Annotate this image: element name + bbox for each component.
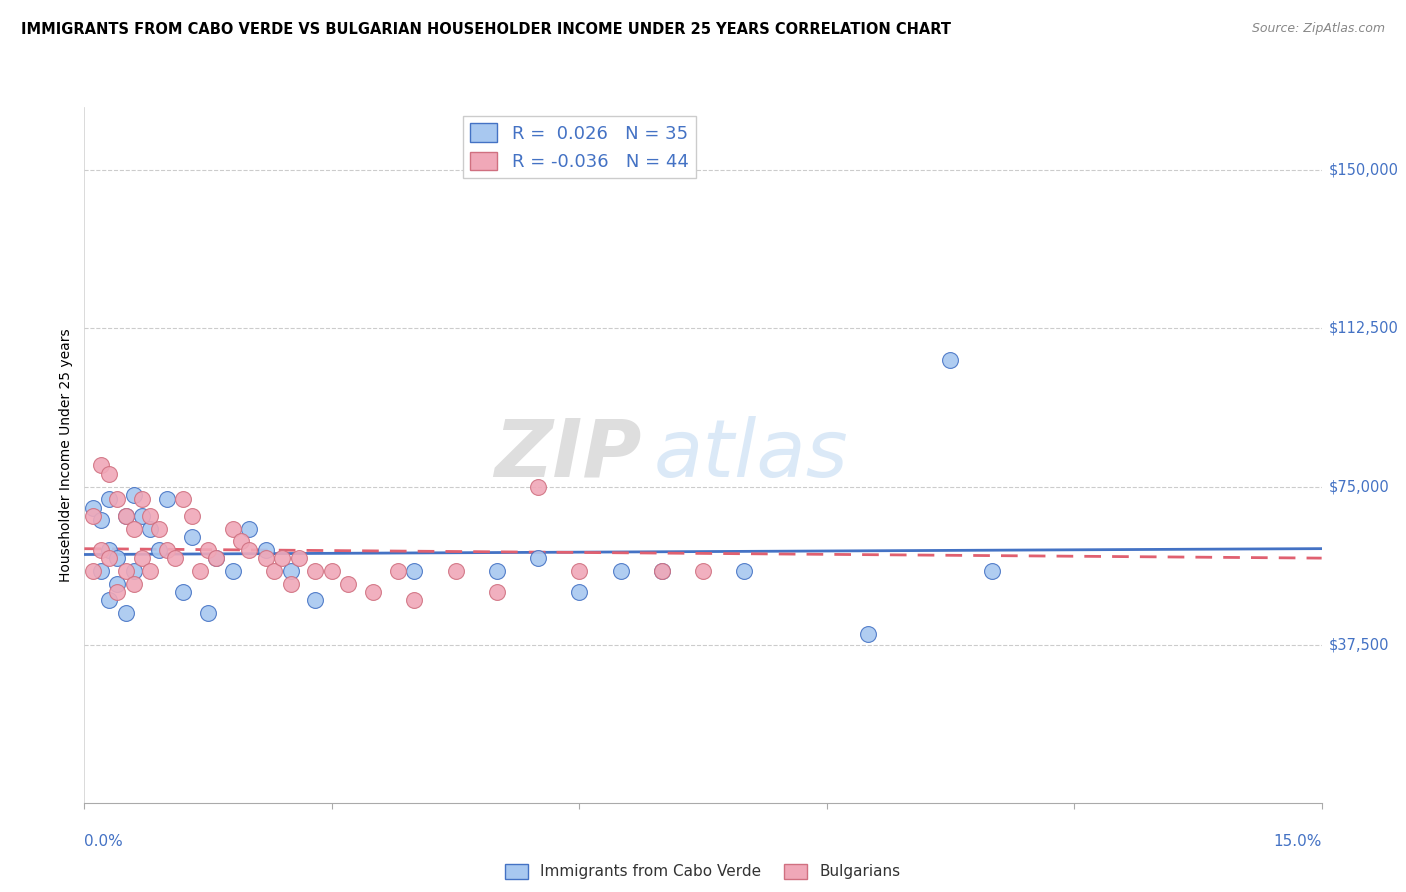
Point	[98, 593, 121, 607]
Text: ZIP: ZIP	[494, 416, 641, 494]
Point	[114, 509, 136, 524]
Point	[114, 606, 136, 620]
Point	[148, 542, 170, 557]
Point	[82, 564, 104, 578]
Point	[197, 542, 219, 557]
Point	[568, 585, 591, 599]
Point	[156, 542, 179, 557]
Text: 15.0%: 15.0%	[1274, 834, 1322, 849]
Point	[254, 551, 277, 566]
Point	[651, 564, 673, 578]
Point	[165, 551, 187, 566]
Point	[114, 564, 136, 578]
Y-axis label: Householder Income Under 25 years: Householder Income Under 25 years	[59, 328, 73, 582]
Point	[180, 530, 202, 544]
Point	[205, 551, 228, 566]
Point	[122, 488, 145, 502]
Point	[271, 551, 294, 566]
Point	[98, 492, 121, 507]
Point	[263, 564, 285, 578]
Point	[238, 542, 260, 557]
Point	[98, 551, 121, 566]
Point	[188, 564, 211, 578]
Point	[254, 542, 277, 557]
Point	[122, 576, 145, 591]
Point	[404, 564, 426, 578]
Point	[280, 564, 302, 578]
Text: atlas: atlas	[654, 416, 848, 494]
Point	[939, 353, 962, 368]
Point	[139, 522, 162, 536]
Text: Source: ZipAtlas.com: Source: ZipAtlas.com	[1251, 22, 1385, 36]
Point	[651, 564, 673, 578]
Text: 0.0%: 0.0%	[84, 834, 124, 849]
Point	[280, 576, 302, 591]
Text: $150,000: $150,000	[1329, 163, 1399, 178]
Point	[980, 564, 1002, 578]
Point	[197, 606, 219, 620]
Point	[485, 564, 508, 578]
Point	[82, 500, 104, 515]
Point	[90, 564, 112, 578]
Point	[139, 509, 162, 524]
Point	[131, 492, 153, 507]
Point	[288, 551, 311, 566]
Point	[156, 492, 179, 507]
Point	[404, 593, 426, 607]
Point	[122, 522, 145, 536]
Point	[387, 564, 409, 578]
Point	[304, 593, 326, 607]
Point	[172, 585, 194, 599]
Point	[304, 564, 326, 578]
Point	[98, 542, 121, 557]
Point	[148, 522, 170, 536]
Point	[105, 551, 128, 566]
Point	[444, 564, 467, 578]
Point	[131, 551, 153, 566]
Point	[229, 534, 252, 549]
Point	[361, 585, 384, 599]
Point	[733, 564, 755, 578]
Point	[238, 522, 260, 536]
Point	[856, 627, 879, 641]
Point	[105, 492, 128, 507]
Point	[568, 564, 591, 578]
Point	[321, 564, 343, 578]
Point	[90, 458, 112, 473]
Point	[90, 542, 112, 557]
Legend: Immigrants from Cabo Verde, Bulgarians: Immigrants from Cabo Verde, Bulgarians	[499, 857, 907, 886]
Point	[114, 509, 136, 524]
Point	[98, 467, 121, 481]
Point	[82, 509, 104, 524]
Point	[139, 564, 162, 578]
Point	[222, 522, 245, 536]
Text: $37,500: $37,500	[1329, 637, 1389, 652]
Text: $112,500: $112,500	[1329, 321, 1399, 336]
Point	[527, 551, 550, 566]
Point	[609, 564, 631, 578]
Point	[122, 564, 145, 578]
Point	[222, 564, 245, 578]
Point	[105, 576, 128, 591]
Point	[485, 585, 508, 599]
Point	[337, 576, 360, 591]
Point	[180, 509, 202, 524]
Point	[172, 492, 194, 507]
Point	[131, 509, 153, 524]
Point	[205, 551, 228, 566]
Text: IMMIGRANTS FROM CABO VERDE VS BULGARIAN HOUSEHOLDER INCOME UNDER 25 YEARS CORREL: IMMIGRANTS FROM CABO VERDE VS BULGARIAN …	[21, 22, 950, 37]
Point	[90, 513, 112, 527]
Point	[527, 479, 550, 493]
Point	[105, 585, 128, 599]
Text: $75,000: $75,000	[1329, 479, 1389, 494]
Point	[692, 564, 714, 578]
